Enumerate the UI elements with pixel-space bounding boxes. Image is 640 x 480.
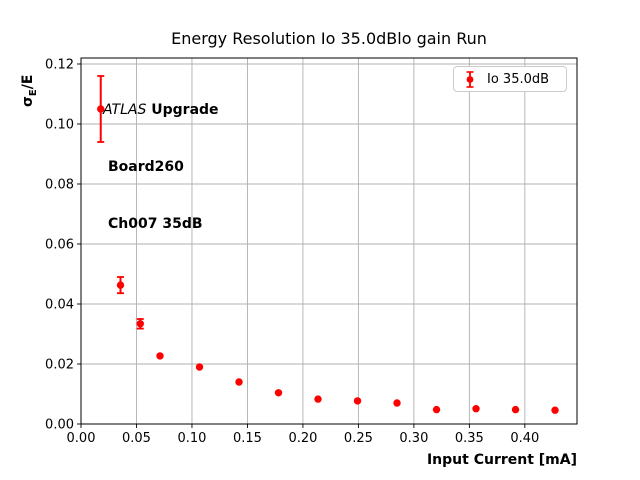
chart-title: Energy Resolution Io 35.0dBlo gain Run [171, 29, 487, 48]
annotation-line-3: Ch007 35dB [108, 216, 203, 232]
x-tick-label: 0.15 [233, 431, 262, 446]
axes-box [80, 57, 578, 425]
x-tick-label: 0.40 [510, 431, 539, 446]
plot-annotation: ATLAS Upgrade Board260 Ch007 35dB [103, 63, 219, 272]
y-axis-label-sigma: σ [20, 96, 36, 107]
data-point [393, 399, 401, 407]
data-point [472, 405, 480, 413]
data-point [274, 389, 283, 397]
legend: Io 35.0dB [453, 66, 567, 92]
data-point [511, 405, 520, 414]
x-axis-label: Input Current [mA] [426, 452, 577, 468]
y-tick-label: 0.04 [45, 298, 74, 313]
y-axis-label-rest: /E [20, 74, 36, 90]
data-point [432, 405, 441, 414]
data-point [195, 363, 204, 371]
data-point [551, 406, 559, 414]
data-point [235, 378, 243, 386]
x-tick-label: 0.10 [177, 431, 206, 446]
data-point [97, 105, 105, 113]
data-point [136, 320, 144, 328]
x-tick-label: 0.05 [122, 431, 151, 446]
annotation-line-1: ATLAS Upgrade [103, 101, 219, 120]
y-tick-label: 0.10 [45, 118, 74, 133]
data-point [353, 397, 362, 405]
y-axis-label: σE/E [20, 75, 39, 107]
x-tick-label: 0.20 [288, 431, 317, 446]
errorbar-marker-icon [466, 70, 474, 88]
annotation-atlas-text: ATLAS [103, 102, 147, 118]
annotation-upgrade-text: Upgrade [146, 102, 219, 118]
data-point [156, 352, 164, 360]
data-point [314, 395, 322, 403]
x-tick-label: 0.00 [67, 431, 96, 446]
y-tick-label: 0.00 [45, 418, 74, 433]
y-axis-label-subscript: E [27, 89, 39, 97]
legend-label: Io 35.0dB [487, 71, 550, 87]
x-tick-label: 0.25 [344, 431, 373, 446]
y-tick-label: 0.08 [45, 178, 74, 193]
data-point [116, 281, 125, 289]
y-tick-label: 0.02 [45, 358, 74, 373]
annotation-line-2: Board260 [108, 159, 184, 175]
y-tick-label: 0.06 [45, 238, 74, 253]
x-tick-label: 0.35 [455, 431, 484, 446]
y-tick-label: 0.12 [45, 58, 74, 73]
x-tick-label: 0.30 [399, 431, 428, 446]
